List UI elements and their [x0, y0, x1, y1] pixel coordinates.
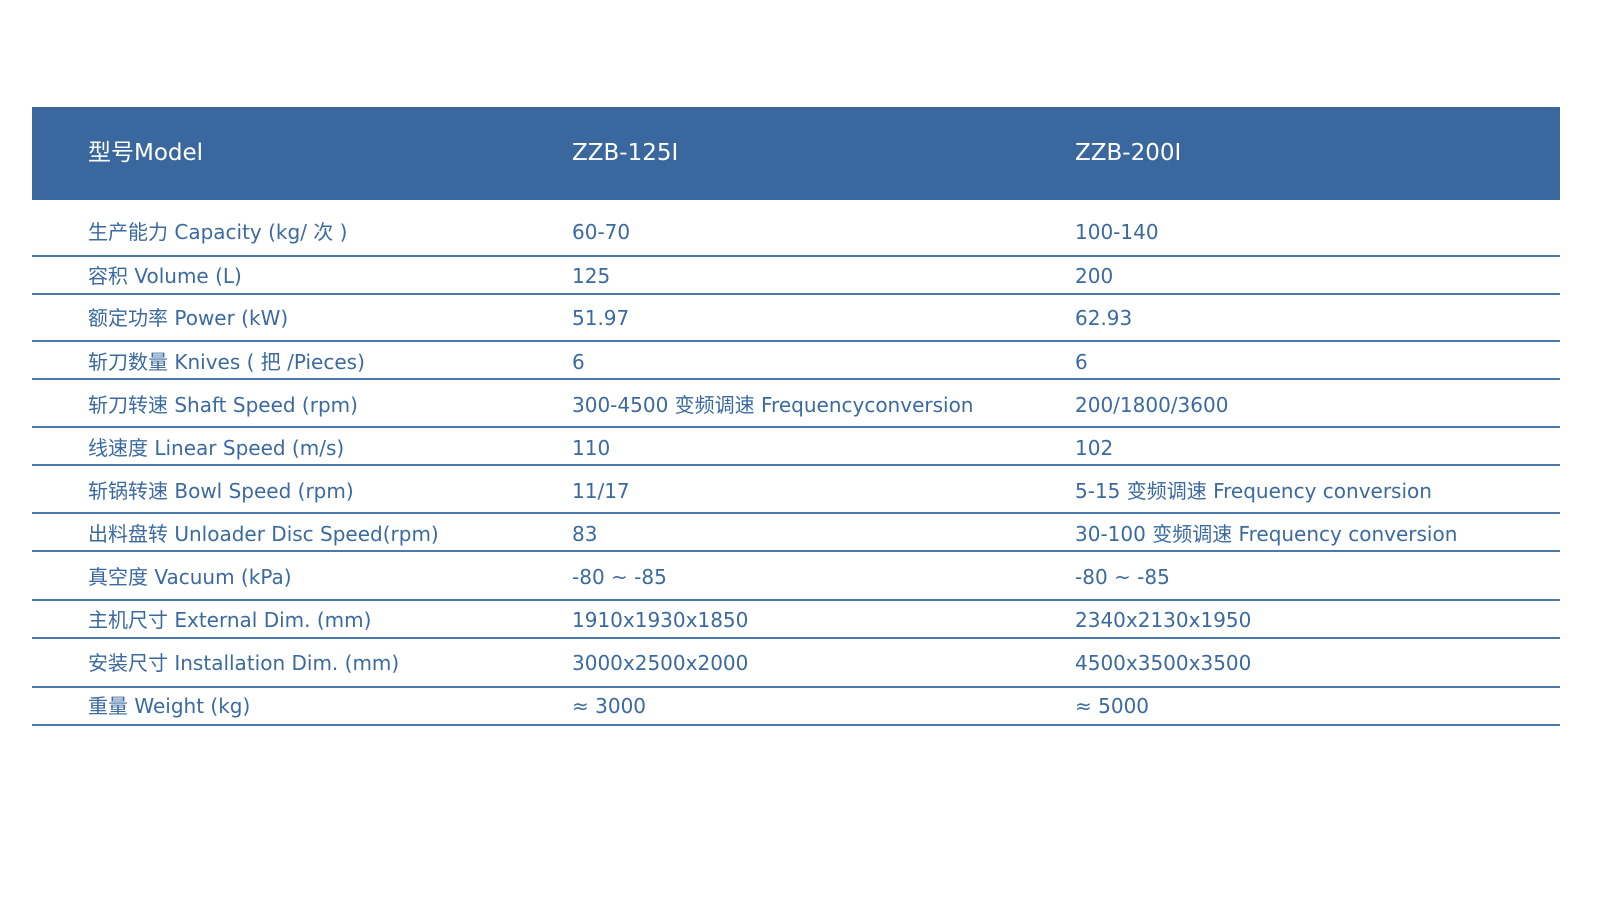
spec-label: 容积 Volume (L) — [88, 264, 242, 288]
row-divider — [32, 340, 1560, 342]
spec-label: 生产能力 Capacity (kg/ 次 ) — [88, 220, 348, 244]
header-model-a: ZZB-125I — [572, 140, 679, 166]
value-zzb-125i: 125 — [572, 264, 611, 288]
value-zzb-200i: ≈ 5000 — [1075, 694, 1150, 718]
table-row: 安装尺寸 Installation Dim. (mm) 3000x2500x200… — [32, 648, 1560, 678]
table-row: 线速度 Linear Speed (m/s) 110 102 — [32, 433, 1560, 463]
value-zzb-125i: 300-4500 变频调速 Frequencyconversion — [572, 393, 974, 417]
value-zzb-125i: 11/17 — [572, 479, 630, 503]
table-row: 额定功率 Power (kW) 51.97 62.93 — [32, 303, 1560, 333]
value-zzb-125i: 60-70 — [572, 220, 631, 244]
table-row: 斩刀数量 Knives ( 把 /Pieces) 6 6 — [32, 347, 1560, 377]
value-zzb-200i: 6 — [1075, 350, 1088, 374]
table-row: 主机尺寸 External Dim. (mm) 1910x1930x1850 234… — [32, 605, 1560, 635]
value-zzb-200i: 4500x3500x3500 — [1075, 651, 1252, 675]
value-zzb-200i: 2340x2130x1950 — [1075, 608, 1252, 632]
table-row: 斩刀转速 Shaft Speed (rpm) 300-4500 变频调速 Freq… — [32, 390, 1560, 420]
table-row: 容积 Volume (L) 125 200 — [32, 261, 1560, 291]
row-divider — [32, 512, 1560, 514]
value-zzb-125i: -80 ~ -85 — [572, 565, 667, 589]
row-divider — [32, 599, 1560, 601]
spec-label: 额定功率 Power (kW) — [88, 306, 289, 330]
spec-label: 线速度 Linear Speed (m/s) — [88, 436, 345, 460]
table-row: 出料盘转 Unloader Disc Speed(rpm) 83 30-100 变频… — [32, 519, 1560, 549]
header-model-label: 型号Model — [88, 140, 204, 166]
value-zzb-200i: 62.93 — [1075, 306, 1133, 330]
value-zzb-125i: 110 — [572, 436, 611, 460]
row-divider — [32, 464, 1560, 466]
value-zzb-200i: 102 — [1075, 436, 1114, 460]
value-zzb-125i: 3000x2500x2000 — [572, 651, 749, 675]
value-zzb-200i: -80 ~ -85 — [1075, 565, 1170, 589]
table-header: 型号Model ZZB-125I ZZB-200I — [32, 107, 1560, 200]
table-row: 生产能力 Capacity (kg/ 次 ) 60-70 100-140 — [32, 217, 1560, 247]
spec-label: 安装尺寸 Installation Dim. (mm) — [88, 651, 400, 675]
row-divider — [32, 724, 1560, 726]
header-model-b: ZZB-200I — [1075, 140, 1182, 166]
value-zzb-125i: 1910x1930x1850 — [572, 608, 749, 632]
value-zzb-125i: 51.97 — [572, 306, 630, 330]
value-zzb-200i: 30-100 变频调速 Frequency conversion — [1075, 522, 1458, 546]
value-zzb-125i: 83 — [572, 522, 598, 546]
spec-label: 出料盘转 Unloader Disc Speed(rpm) — [88, 522, 439, 546]
spec-label: 主机尺寸 External Dim. (mm) — [88, 608, 372, 632]
row-divider — [32, 637, 1560, 639]
value-zzb-200i: 200 — [1075, 264, 1114, 288]
spec-label: 重量 Weight (kg) — [88, 694, 251, 718]
spec-label: 斩刀转速 Shaft Speed (rpm) — [88, 393, 358, 417]
table-row: 重量 Weight (kg) ≈ 3000 ≈ 5000 — [32, 691, 1560, 721]
table-row: 真空度 Vacuum (kPa) -80 ~ -85 -80 ~ -85 — [32, 562, 1560, 592]
row-divider — [32, 378, 1560, 380]
value-zzb-125i: 6 — [572, 350, 585, 374]
row-divider — [32, 255, 1560, 257]
spec-label: 斩锅转速 Bowl Speed (rpm) — [88, 479, 354, 503]
row-divider — [32, 686, 1560, 688]
value-zzb-200i: 100-140 — [1075, 220, 1159, 244]
spec-label: 真空度 Vacuum (kPa) — [88, 565, 292, 589]
value-zzb-125i: ≈ 3000 — [572, 694, 647, 718]
row-divider — [32, 293, 1560, 295]
spec-label: 斩刀数量 Knives ( 把 /Pieces) — [88, 350, 365, 374]
table-row: 斩锅转速 Bowl Speed (rpm) 11/17 5-15 变频调速 Freq… — [32, 476, 1560, 506]
value-zzb-200i: 5-15 变频调速 Frequency conversion — [1075, 479, 1432, 503]
row-divider — [32, 550, 1560, 552]
row-divider — [32, 426, 1560, 428]
value-zzb-200i: 200/1800/3600 — [1075, 393, 1229, 417]
